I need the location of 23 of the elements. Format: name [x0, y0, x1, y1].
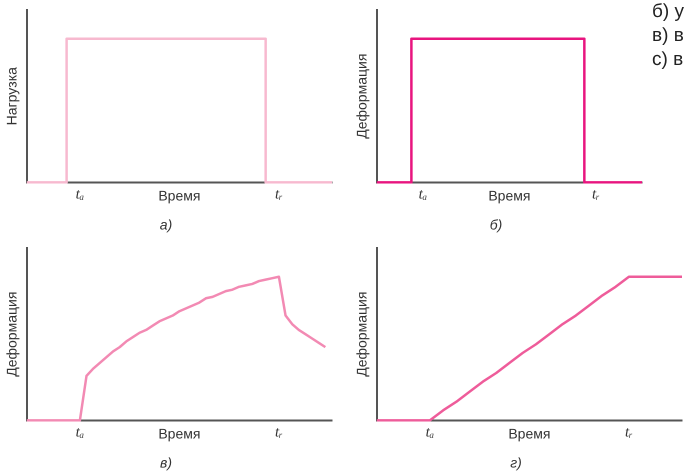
x-tick-label: tᵣ	[592, 186, 600, 202]
x-tick-label: tₐ	[76, 424, 84, 440]
text: с) в	[652, 49, 684, 70]
y-axis-title: Нагрузка	[3, 66, 20, 126]
x-tick-label: tₐ	[76, 186, 84, 202]
x-tick-label: tₐ	[418, 186, 428, 202]
text: а)	[160, 216, 172, 232]
y-axis-title: Деформация	[353, 54, 370, 139]
text: г)	[510, 454, 522, 470]
text: в) в	[652, 25, 684, 46]
x-tick-label: tᵣ	[624, 424, 634, 440]
y-axis-title: Деформация	[3, 292, 20, 377]
y-axis-title: Деформация	[353, 292, 370, 377]
x-axis-title: Время	[158, 188, 200, 204]
text: в)	[160, 454, 172, 470]
x-axis-title: Время	[488, 188, 530, 204]
text: б)	[490, 216, 502, 232]
x-tick-label: tᵣ	[274, 186, 284, 202]
x-tick-label: tₐ	[426, 424, 434, 440]
text: б) у	[652, 1, 684, 22]
x-axis-title: Время	[158, 426, 200, 442]
x-axis-title: Время	[508, 426, 550, 442]
x-tick-label: tᵣ	[274, 424, 284, 440]
